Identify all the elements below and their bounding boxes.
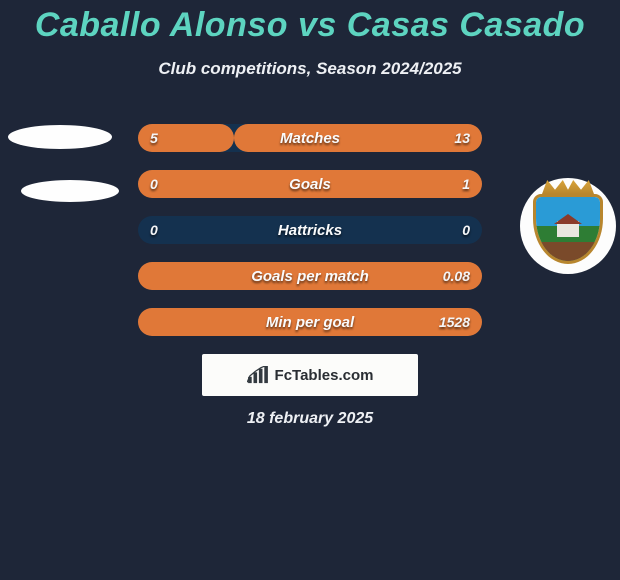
stat-label: Min per goal	[266, 314, 354, 331]
stat-value-left: 0	[150, 222, 158, 238]
stat-row: Goals per match 0.08	[138, 262, 482, 290]
date-label: 18 february 2025	[247, 410, 373, 428]
source-badge: FcTables.com	[202, 354, 418, 396]
page-title: Caballo Alonso vs Casas Casado	[0, 0, 620, 45]
stat-row: 0 Hattricks 0	[138, 216, 482, 244]
stat-value-left: 5	[150, 130, 158, 146]
stat-row: 5 Matches 13	[138, 124, 482, 152]
stat-value-right: 0.08	[443, 268, 470, 284]
bar-chart-icon	[247, 366, 269, 384]
club-crest-right	[520, 178, 616, 274]
comparison-infographic: Caballo Alonso vs Casas Casado Club comp…	[0, 0, 620, 580]
avatar-left-1	[8, 125, 112, 149]
stat-value-right: 0	[462, 222, 470, 238]
stats-bars: 5 Matches 13 0 Goals 1 0 Hattricks 0 Goals per ma…	[138, 124, 482, 336]
stat-label: Hattricks	[278, 222, 342, 239]
stat-value-right: 13	[454, 130, 470, 146]
stat-value-right: 1	[462, 176, 470, 192]
stat-row: 0 Goals 1	[138, 170, 482, 198]
stat-value-left: 0	[150, 176, 158, 192]
avatar-left-2	[21, 180, 119, 202]
stat-label: Goals	[289, 176, 331, 193]
stat-label: Matches	[280, 130, 340, 147]
bar-fill-right	[234, 124, 482, 152]
stat-row: Min per goal 1528	[138, 308, 482, 336]
subtitle: Club competitions, Season 2024/2025	[0, 59, 620, 79]
source-name: FcTables.com	[275, 367, 374, 384]
stat-label: Goals per match	[251, 268, 369, 285]
stat-value-right: 1528	[439, 314, 470, 330]
crest-graphic	[528, 186, 608, 266]
